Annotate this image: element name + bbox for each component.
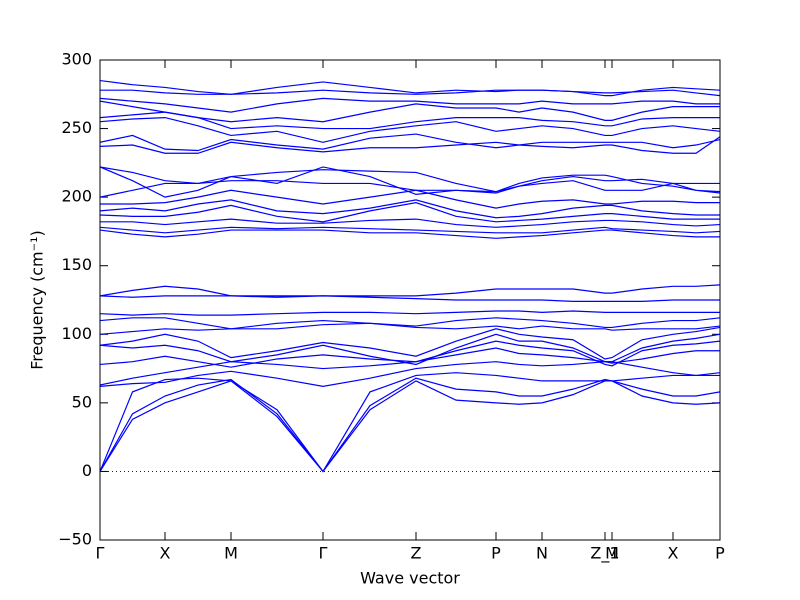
band-line [100, 199, 720, 219]
band-line [100, 89, 720, 97]
band-line [100, 372, 720, 473]
band-line [100, 166, 720, 198]
y-tick-label: 150 [61, 255, 92, 274]
band-line [100, 166, 720, 196]
band-line [100, 100, 720, 123]
x-axis-label: Wave vector [360, 569, 460, 588]
band-line [100, 377, 720, 473]
band-line [100, 226, 720, 234]
band-line [100, 333, 720, 366]
band-line [100, 133, 720, 152]
band-line [100, 326, 720, 360]
x-tick-label: N [536, 544, 548, 563]
band-line [100, 136, 720, 154]
band-line [100, 97, 720, 113]
y-tick-label: −50 [58, 530, 92, 549]
y-tick-label: 50 [72, 392, 92, 411]
band-line [100, 79, 720, 97]
x-tick-label: Z_1 [590, 544, 619, 564]
x-tick-label: Γ [319, 544, 328, 563]
x-tick-label: P [491, 544, 501, 563]
band-line [100, 380, 720, 473]
band-line [100, 310, 720, 316]
x-tick-label: X [668, 544, 679, 563]
band-line [100, 322, 720, 335]
y-tick-label: 300 [61, 50, 92, 69]
band-line [100, 317, 720, 330]
y-tick-label: 200 [61, 187, 92, 206]
band-line [100, 202, 720, 223]
y-axis-label: Frequency (cm⁻¹) [28, 230, 47, 369]
x-tick-label: Γ [96, 544, 105, 563]
y-tick-label: 250 [61, 118, 92, 137]
x-tick-label: M [224, 544, 238, 563]
band-line [100, 111, 720, 130]
y-tick-label: 100 [61, 324, 92, 343]
x-tick-label: Z [411, 544, 422, 563]
band-line [100, 295, 720, 302]
x-tick-label: M [605, 544, 619, 563]
x-tick-label: X [160, 544, 171, 563]
band-line [100, 189, 720, 209]
band-line [100, 347, 720, 386]
y-tick-label: 0 [82, 461, 92, 480]
band-line [100, 116, 720, 143]
band-line [100, 229, 720, 239]
band-line [100, 175, 720, 198]
band-line [100, 361, 720, 388]
band-line [100, 218, 720, 228]
plot-frame [99, 59, 721, 541]
band-line [100, 284, 720, 297]
x-tick-label: P [715, 544, 725, 563]
band-line [100, 340, 720, 368]
